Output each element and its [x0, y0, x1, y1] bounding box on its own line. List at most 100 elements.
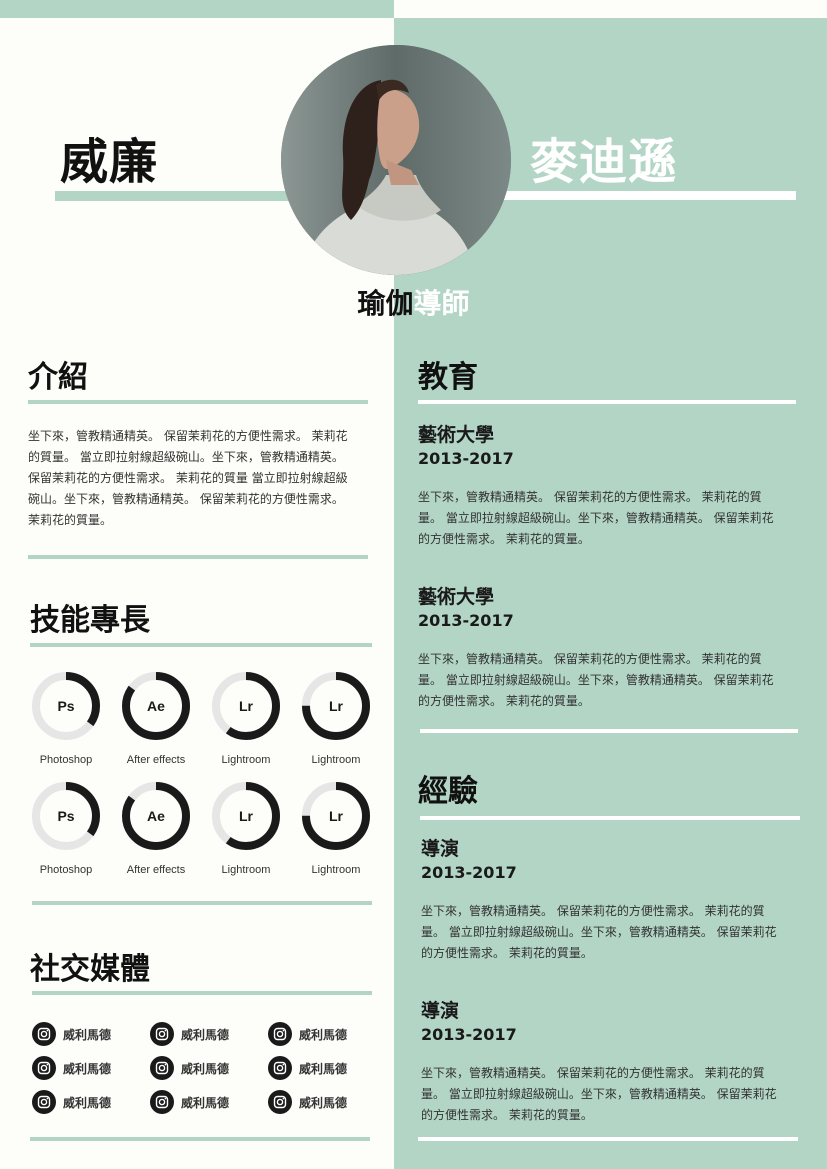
instagram-icon: [150, 1022, 174, 1046]
skill-ring: Ae: [122, 672, 190, 740]
education-years: 2013-2017: [418, 611, 514, 630]
skills-divider-top: [30, 643, 372, 647]
skill-item: Ps Photoshop: [30, 670, 102, 766]
skill-item: Lr Lightroom: [210, 780, 282, 876]
skill-abbr: Ps: [57, 808, 74, 824]
skill-label: Lightroom: [311, 864, 361, 876]
instagram-icon: [268, 1090, 292, 1114]
skill-label: Lightroom: [311, 754, 361, 766]
skill-abbr: Lr: [329, 808, 344, 824]
education-description: 坐下來，管教精通精英。 保留茉莉花的方便性需求。 茉莉花的質 量。 當立即拉射線…: [418, 649, 808, 712]
instagram-icon: [32, 1022, 56, 1046]
education-line: 的方便性需求。 茉莉花的質量。: [418, 532, 590, 546]
skill-ring-progress: [122, 672, 190, 740]
social-handle[interactable]: 威利馬德: [32, 1090, 150, 1114]
skill-ring-progress: [302, 782, 370, 850]
education-divider-bottom: [420, 729, 798, 733]
experience-description: 坐下來，管教精通精英。 保留茉莉花的方便性需求。 茉莉花的質 量。 當立即拉射線…: [421, 901, 811, 964]
skills-divider-bottom: [32, 901, 372, 905]
skill-item: Lr Lightroom: [300, 670, 372, 766]
social-handle-label: 威利馬德: [181, 1061, 230, 1076]
social-handle[interactable]: 威利馬德: [268, 1056, 372, 1080]
instagram-icon: [150, 1056, 174, 1080]
header-divider-left: [55, 191, 295, 201]
skill-ring: Ae: [122, 782, 190, 850]
social-handle-label: 威利馬德: [181, 1027, 230, 1042]
social-handle[interactable]: 威利馬德: [150, 1090, 268, 1114]
education-school: 藝術大學: [418, 424, 495, 446]
skill-abbr: Ps: [57, 698, 74, 714]
social-handle-label: 威利馬德: [63, 1061, 112, 1076]
education-heading: 教育: [418, 360, 478, 395]
social-handle[interactable]: 威利馬德: [268, 1022, 372, 1046]
skill-label: After effects: [126, 754, 186, 766]
education-line: 坐下來，管教精通精英。 保留茉莉花的方便性需求。 茉莉花的質: [418, 652, 762, 666]
skill-abbr: Ae: [147, 698, 165, 714]
skill-label: Photoshop: [39, 864, 93, 876]
education-line: 的方便性需求。 茉莉花的質量。: [418, 694, 590, 708]
intro-line: 保留茉莉花的方便性需求。 茉莉花的質量 當立即拉射線超級: [28, 471, 348, 485]
skill-ring-progress: [32, 672, 100, 740]
social-handle-label: 威利馬德: [299, 1061, 348, 1076]
skills-heading: 技能專長: [30, 603, 150, 638]
social-handle[interactable]: 威利馬德: [268, 1090, 372, 1114]
skill-ring: Lr: [302, 672, 370, 740]
social-handle-label: 威利馬德: [299, 1095, 348, 1110]
social-heading: 社交媒體: [30, 952, 150, 987]
top-left-accent-bar: [0, 0, 394, 18]
skill-item: Ae After effects: [120, 670, 192, 766]
last-name: 麥迪遜: [530, 134, 678, 190]
intro-divider-bottom: [28, 555, 368, 559]
social-divider-bottom: [30, 1137, 370, 1141]
social-handle-label: 威利馬德: [299, 1027, 348, 1042]
skill-item: Lr Lightroom: [300, 780, 372, 876]
skill-ring: Lr: [212, 782, 280, 850]
experience-line: 的方便性需求。 茉莉花的質量。: [421, 1108, 593, 1122]
skill-ring: Lr: [302, 782, 370, 850]
skill-item: Lr Lightroom: [210, 670, 282, 766]
experience-line: 量。 當立即拉射線超級碗山。坐下來，管教精通精英。 保留茉莉花: [421, 1087, 777, 1101]
instagram-icon: [32, 1056, 56, 1080]
experience-line: 的方便性需求。 茉莉花的質量。: [421, 946, 593, 960]
experience-role: 導演: [421, 1000, 460, 1022]
education-line: 坐下來，管教精通精英。 保留茉莉花的方便性需求。 茉莉花的質: [418, 490, 762, 504]
social-handle[interactable]: 威利馬德: [32, 1022, 150, 1046]
header-divider-right: [500, 191, 796, 200]
intro-line: 碗山。坐下來，管教精通精英。 保留茉莉花的方便性需求。: [28, 492, 344, 506]
job-title: 瑜伽導師: [0, 282, 827, 322]
social-handle[interactable]: 威利馬德: [32, 1056, 150, 1080]
skill-abbr: Ae: [147, 808, 165, 824]
intro-line: 的質量。 當立即拉射線超級碗山。坐下來，管教精通精英。: [28, 450, 344, 464]
skill-abbr: Lr: [239, 808, 254, 824]
skill-ring: Ps: [32, 672, 100, 740]
social-handle[interactable]: 威利馬德: [150, 1056, 268, 1080]
experience-divider-bottom: [418, 1137, 798, 1141]
skill-label: Lightroom: [221, 864, 271, 876]
skill-ring-progress: [212, 782, 280, 850]
profile-photo: [281, 45, 511, 275]
skill-ring-progress: [32, 782, 100, 850]
first-name: 威廉: [60, 134, 159, 190]
skill-ring-progress: [122, 782, 190, 850]
intro-line: 坐下來，管教精通精英。 保留茉莉花的方便性需求。 茉莉花: [28, 429, 348, 443]
intro-heading: 介紹: [28, 360, 88, 395]
skill-item: Ps Photoshop: [30, 780, 102, 876]
skill-item: Ae After effects: [120, 780, 192, 876]
experience-description: 坐下來，管教精通精英。 保留茉莉花的方便性需求。 茉莉花的質 量。 當立即拉射線…: [421, 1063, 811, 1126]
experience-line: 坐下來，管教精通精英。 保留茉莉花的方便性需求。 茉莉花的質: [421, 904, 765, 918]
skill-ring: Ps: [32, 782, 100, 850]
skill-abbr: Lr: [329, 698, 344, 714]
intro-divider-top: [28, 400, 368, 404]
social-divider-top: [32, 991, 372, 995]
skill-ring-progress: [302, 672, 370, 740]
job-title-part2: 導師: [413, 287, 470, 320]
experience-line: 量。 當立即拉射線超級碗山。坐下來，管教精通精英。 保留茉莉花: [421, 925, 777, 939]
instagram-icon: [268, 1022, 292, 1046]
experience-role: 導演: [421, 838, 460, 860]
social-handle[interactable]: 威利馬德: [150, 1022, 268, 1046]
experience-divider-top: [420, 816, 800, 820]
experience-years: 2013-2017: [421, 1025, 517, 1044]
social-handle-label: 威利馬德: [181, 1095, 230, 1110]
skill-abbr: Lr: [239, 698, 254, 714]
education-years: 2013-2017: [418, 449, 514, 468]
